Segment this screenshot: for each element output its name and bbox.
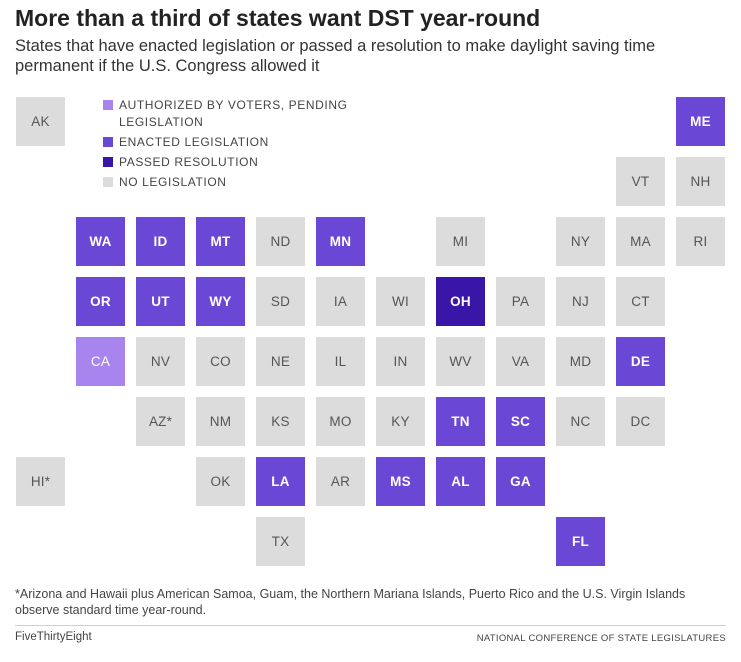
state-tile-ak: AK bbox=[16, 97, 65, 146]
state-tile-or: OR bbox=[76, 277, 125, 326]
chart-subtitle: States that have enacted legislation or … bbox=[15, 37, 656, 75]
state-tile-md: MD bbox=[556, 337, 605, 386]
legend-item-voters: AUTHORIZED BY VOTERS, PENDING LEGISLATIO… bbox=[103, 97, 363, 131]
state-tile-nm: NM bbox=[196, 397, 245, 446]
chart-title: More than a third of states want DST yea… bbox=[15, 5, 541, 31]
state-tile-ma: MA bbox=[616, 217, 665, 266]
state-tile-mt: MT bbox=[196, 217, 245, 266]
legend-label: PASSED RESOLUTION bbox=[119, 155, 259, 169]
state-tile-ga: GA bbox=[496, 457, 545, 506]
state-tile-mo: MO bbox=[316, 397, 365, 446]
state-tile-nd: ND bbox=[256, 217, 305, 266]
state-tile-hi: HI* bbox=[16, 457, 65, 506]
state-tile-mi: MI bbox=[436, 217, 485, 266]
state-tile-nc: NC bbox=[556, 397, 605, 446]
legend-swatch-none bbox=[103, 177, 113, 187]
footnote: *Arizona and Hawaii plus American Samoa,… bbox=[15, 587, 686, 617]
state-tile-la: LA bbox=[256, 457, 305, 506]
map-legend: AUTHORIZED BY VOTERS, PENDING LEGISLATIO… bbox=[103, 97, 363, 194]
state-tile-me: ME bbox=[676, 97, 725, 146]
state-tile-de: DE bbox=[616, 337, 665, 386]
state-tile-wa: WA bbox=[76, 217, 125, 266]
state-tile-ar: AR bbox=[316, 457, 365, 506]
legend-item-enacted: ENACTED LEGISLATION bbox=[103, 134, 363, 151]
state-tile-sd: SD bbox=[256, 277, 305, 326]
state-tile-ia: IA bbox=[316, 277, 365, 326]
state-tile-ca: CA bbox=[76, 337, 125, 386]
state-tile-ct: CT bbox=[616, 277, 665, 326]
state-tile-ny: NY bbox=[556, 217, 605, 266]
state-tile-ms: MS bbox=[376, 457, 425, 506]
state-tile-ne: NE bbox=[256, 337, 305, 386]
legend-label: ENACTED LEGISLATION bbox=[119, 135, 269, 149]
state-tile-il: IL bbox=[316, 337, 365, 386]
state-tile-ri: RI bbox=[676, 217, 725, 266]
footer-divider bbox=[15, 625, 726, 626]
legend-swatch-enacted bbox=[103, 137, 113, 147]
state-tile-vt: VT bbox=[616, 157, 665, 206]
state-tile-co: CO bbox=[196, 337, 245, 386]
state-tile-nh: NH bbox=[676, 157, 725, 206]
legend-swatch-resolution bbox=[103, 157, 113, 167]
state-tile-az: AZ* bbox=[136, 397, 185, 446]
state-tile-va: VA bbox=[496, 337, 545, 386]
state-tile-nv: NV bbox=[136, 337, 185, 386]
state-tile-pa: PA bbox=[496, 277, 545, 326]
state-tile-tn: TN bbox=[436, 397, 485, 446]
brand-label: FiveThirtyEight bbox=[15, 631, 92, 643]
state-tile-ok: OK bbox=[196, 457, 245, 506]
state-tile-al: AL bbox=[436, 457, 485, 506]
state-tile-nj: NJ bbox=[556, 277, 605, 326]
state-tile-wy: WY bbox=[196, 277, 245, 326]
state-tile-ks: KS bbox=[256, 397, 305, 446]
state-tile-fl: FL bbox=[556, 517, 605, 566]
legend-swatch-voters bbox=[103, 100, 113, 110]
state-tile-tx: TX bbox=[256, 517, 305, 566]
state-tile-oh: OH bbox=[436, 277, 485, 326]
state-tile-wv: WV bbox=[436, 337, 485, 386]
state-tile-wi: WI bbox=[376, 277, 425, 326]
source-label: NATIONAL CONFERENCE OF STATE LEGISLATURE… bbox=[476, 633, 726, 644]
legend-label: AUTHORIZED BY VOTERS, PENDING LEGISLATIO… bbox=[119, 98, 348, 129]
legend-label: NO LEGISLATION bbox=[119, 175, 227, 189]
legend-item-none: NO LEGISLATION bbox=[103, 174, 363, 191]
state-tile-ut: UT bbox=[136, 277, 185, 326]
legend-item-resolution: PASSED RESOLUTION bbox=[103, 154, 363, 171]
state-tile-in: IN bbox=[376, 337, 425, 386]
state-tile-id: ID bbox=[136, 217, 185, 266]
state-tile-dc: DC bbox=[616, 397, 665, 446]
state-tile-mn: MN bbox=[316, 217, 365, 266]
state-tile-ky: KY bbox=[376, 397, 425, 446]
state-tile-sc: SC bbox=[496, 397, 545, 446]
